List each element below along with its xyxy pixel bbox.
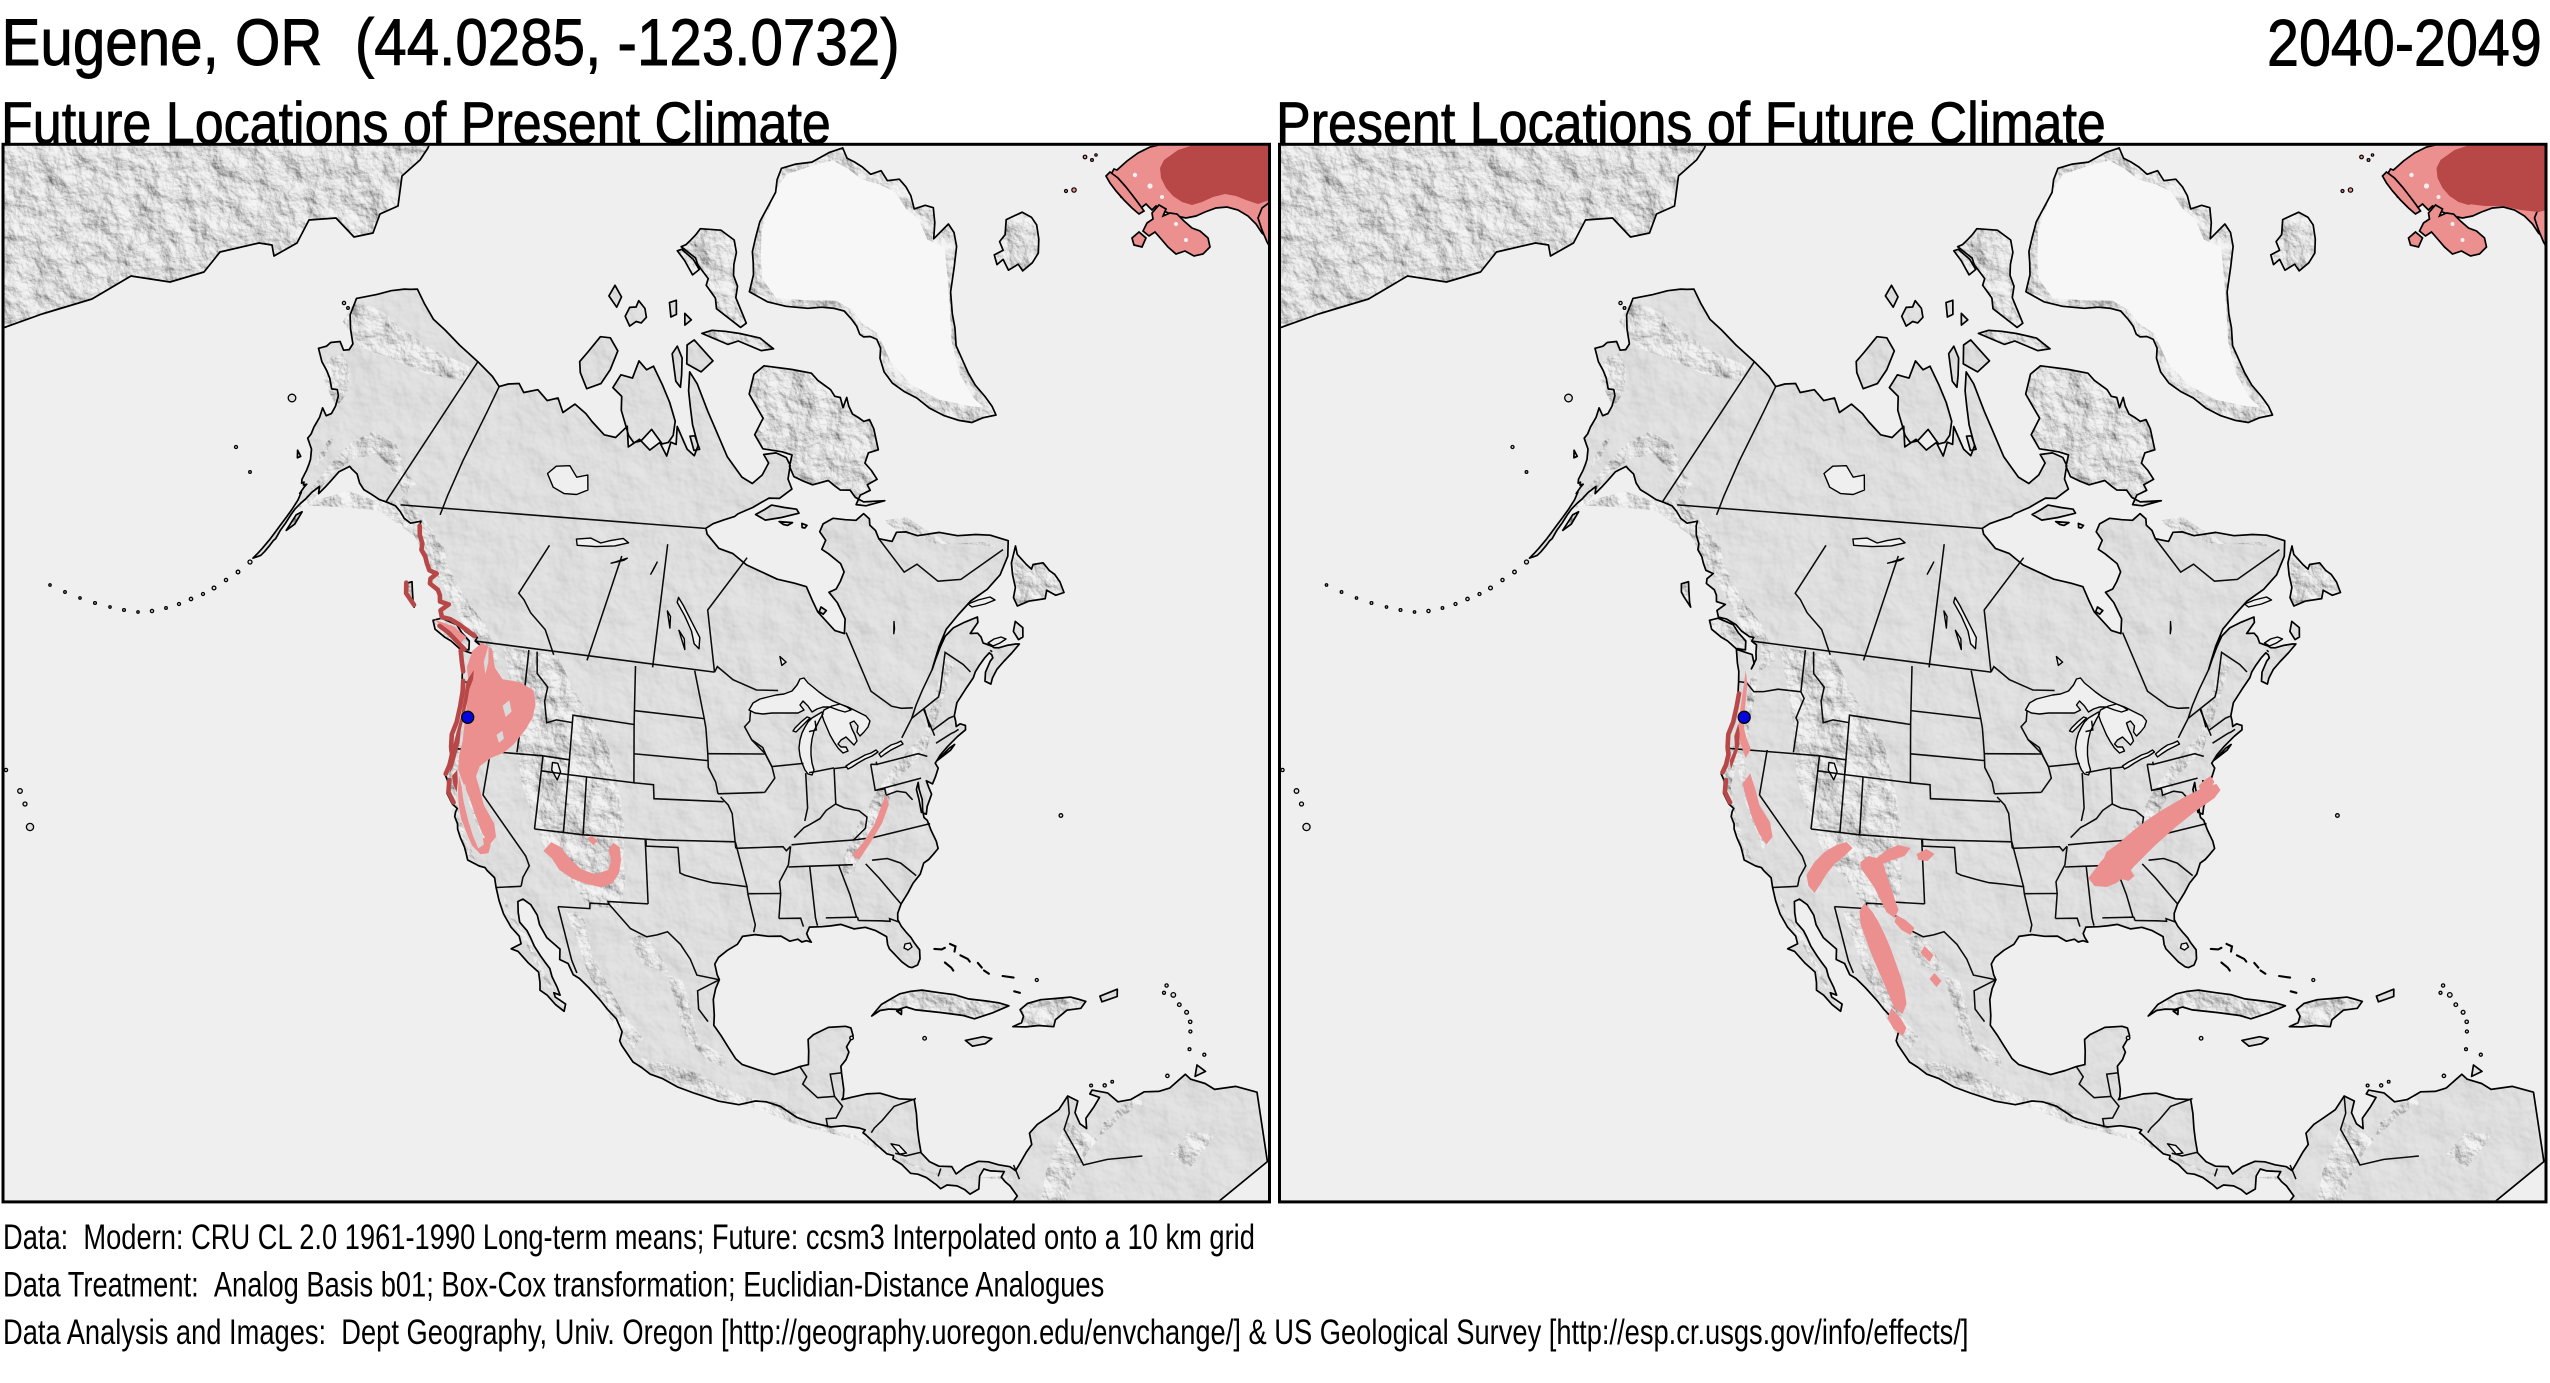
svg-text:Future Locations of Present Cl: Future Locations of Present Climate bbox=[1, 91, 831, 157]
svg-text:2040-2049: 2040-2049 bbox=[2267, 7, 2542, 81]
svg-text:Data Treatment: Analog Basis: Data Treatment: Analog Basis b01; Box-Co… bbox=[3, 1265, 1104, 1304]
svg-text:Present Locations of Future Cl: Present Locations of Future Climate bbox=[1276, 91, 2106, 157]
svg-text:Eugene, OR (44.0285, -123.073: Eugene, OR (44.0285, -123.0732) bbox=[2, 7, 900, 80]
svg-text:Data: Modern: CRU CL 2.0 1961: Data: Modern: CRU CL 2.0 1961-1990 Long-… bbox=[3, 1218, 1255, 1257]
svg-text:Data Analysis and Images: Dep: Data Analysis and Images: Dept Geography… bbox=[3, 1313, 1968, 1352]
